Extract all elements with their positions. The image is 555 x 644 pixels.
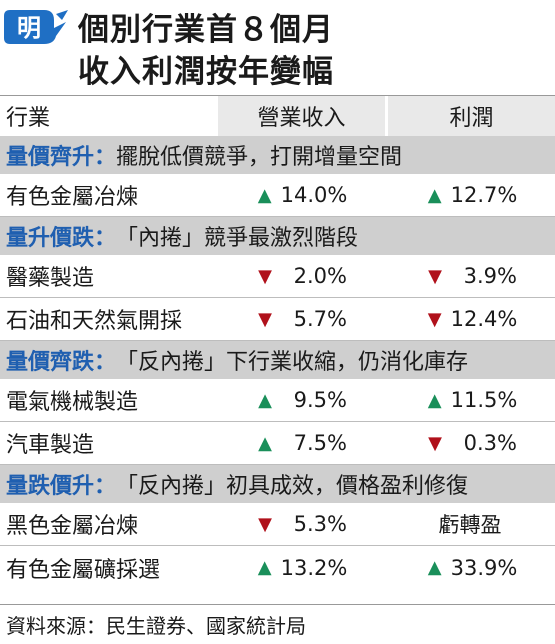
category-name: 量升價跌: [6, 226, 95, 251]
category-row: 量升價跌：「內捲」競爭最激烈階段: [0, 217, 555, 255]
column-header-profit: 利潤: [385, 96, 555, 136]
table-row: 醫藥製造 ▼ 2.0% ▼ 3.9%: [0, 255, 555, 298]
revenue-value: 13.2%: [280, 555, 348, 580]
revenue-cell: ▲ 9.5%: [215, 379, 385, 421]
ming-pao-logo-icon: 明: [4, 10, 68, 44]
category-row: 量跌價升：「反內捲」初具成效，價格盈利修復: [0, 465, 555, 503]
profit-value: 0.3%: [463, 431, 517, 455]
up-triangle-icon: ▲: [257, 557, 272, 578]
category-colon: ：: [94, 145, 117, 170]
table-row: 電氣機械製造 ▲ 9.5% ▲ 11.5%: [0, 379, 555, 422]
category-colon: ：: [94, 226, 117, 251]
up-triangle-icon: ▲: [427, 184, 442, 206]
column-header-revenue: 營業收入: [215, 96, 385, 136]
revenue-value: 5.7%: [293, 307, 347, 331]
header: 明 個別行業首８個月 收入利潤按年變幅: [0, 0, 555, 92]
profit-value: 33.9%: [450, 555, 518, 580]
revenue-value: 14.0%: [280, 183, 348, 207]
revenue-value: 7.5%: [293, 431, 347, 455]
logo-text: 明: [17, 14, 41, 42]
revenue-cell: ▼ 5.3%: [215, 503, 385, 545]
bottom-divider: [0, 604, 555, 605]
title-line-2: 收入利潤按年變幅: [78, 54, 334, 90]
industry-name: 醫藥製造: [6, 266, 95, 291]
industry-table: 行業 營業收入 利潤 量價齊升：擺脫低價競爭，打開增量空間 有色金屬冶煉 ▲ 14.0…: [0, 96, 555, 589]
profit-cell: ▼ 3.9%: [385, 255, 555, 297]
profit-value: 3.9%: [463, 264, 517, 288]
table-row: 有色金屬冶煉 ▲ 14.0% ▲ 12.7%: [0, 174, 555, 217]
column-header-row: 行業 營業收入 利潤: [0, 96, 555, 136]
profit-value: 12.4%: [450, 307, 518, 331]
table-row: 石油和天然氣開採 ▼ 5.7% ▼ 12.4%: [0, 298, 555, 341]
profit-cell: ▼ 12.4%: [385, 298, 555, 340]
category-description: 「內捲」競爭最激烈階段: [116, 226, 359, 251]
top-divider: [0, 95, 555, 96]
revenue-cell: ▲ 14.0%: [215, 174, 385, 216]
up-triangle-icon: ▲: [258, 389, 272, 411]
title-line-1: 個別行業首８個月: [78, 12, 334, 48]
table-row: 有色金屬礦採選 ▲ 13.2% ▲ 33.9%: [0, 546, 555, 589]
industry-name: 電氣機械製造: [6, 390, 139, 415]
source-note: 資料來源：民生證券、國家統計局: [6, 614, 306, 638]
category-description: 「反內捲」下行業收縮，仍消化庫存: [116, 350, 469, 375]
revenue-value: 2.0%: [293, 264, 347, 288]
profit-cell: ▲ 33.9%: [385, 546, 555, 589]
profit-cell: 虧轉盈: [385, 503, 555, 545]
industry-name: 有色金屬冶煉: [6, 185, 139, 210]
industry-name: 石油和天然氣開採: [6, 309, 183, 334]
table-row: 汽車製造 ▲ 7.5% ▼ 0.3%: [0, 422, 555, 465]
revenue-cell: ▲ 13.2%: [215, 546, 385, 589]
category-description: 擺脫低價競爭，打開增量空間: [116, 145, 403, 170]
down-triangle-icon: ▼: [428, 432, 442, 454]
category-row: 量價齊升：擺脫低價競爭，打開增量空間: [0, 136, 555, 174]
category-name: 量價齊跌: [6, 350, 95, 375]
table-row: 黑色金屬冶煉 ▼ 5.3% 虧轉盈: [0, 503, 555, 546]
down-triangle-icon: ▼: [427, 308, 442, 330]
category-name: 量跌價升: [6, 474, 95, 499]
revenue-value: 5.3%: [293, 512, 347, 536]
up-triangle-icon: ▲: [427, 557, 442, 578]
category-row: 量價齊跌：「反內捲」下行業收縮，仍消化庫存: [0, 341, 555, 379]
profit-cell: ▲ 12.7%: [385, 174, 555, 216]
column-header-industry: 行業: [0, 96, 215, 136]
profit-cell: ▼ 0.3%: [385, 422, 555, 464]
up-triangle-icon: ▲: [258, 432, 272, 454]
revenue-cell: ▲ 7.5%: [215, 422, 385, 464]
down-triangle-icon: ▼: [258, 308, 272, 330]
category-colon: ：: [94, 350, 117, 375]
revenue-cell: ▼ 5.7%: [215, 298, 385, 340]
category-colon: ：: [94, 474, 117, 499]
profit-value: 11.5%: [450, 388, 518, 412]
revenue-cell: ▼ 2.0%: [215, 255, 385, 297]
down-triangle-icon: ▼: [258, 513, 272, 535]
category-name: 量價齊升: [6, 145, 95, 170]
up-triangle-icon: ▲: [257, 184, 272, 206]
profit-cell: ▲ 11.5%: [385, 379, 555, 421]
industry-name: 汽車製造: [6, 433, 95, 458]
up-triangle-icon: ▲: [427, 389, 442, 411]
category-description: 「反內捲」初具成效，價格盈利修復: [116, 474, 469, 499]
profit-value: 12.7%: [450, 183, 518, 207]
revenue-value: 9.5%: [293, 388, 347, 412]
down-triangle-icon: ▼: [428, 265, 442, 287]
industry-name: 黑色金屬冶煉: [6, 514, 139, 539]
down-triangle-icon: ▼: [258, 265, 272, 287]
industry-name: 有色金屬礦採選: [6, 557, 161, 583]
profit-value: 虧轉盈: [438, 513, 502, 537]
